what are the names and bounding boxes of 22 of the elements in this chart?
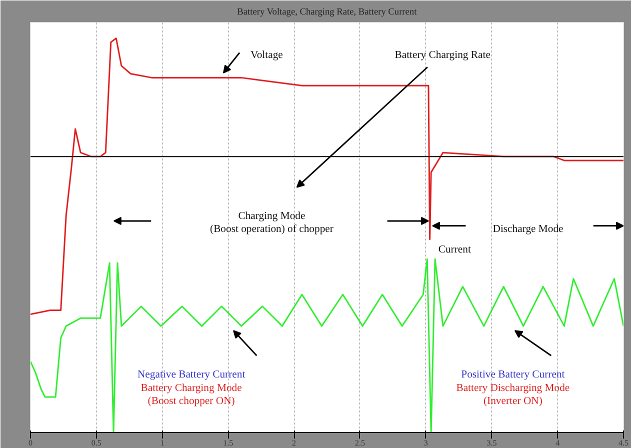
x-tick-label: 2.5: [354, 438, 365, 448]
x-tick-label: 3: [424, 438, 428, 448]
x-tick-label: 1.5: [223, 438, 234, 448]
x-tick-label: 3.5: [486, 438, 497, 448]
annotation: Battery Charging Mode: [140, 382, 242, 394]
annotation: Battery Charging Rate: [394, 50, 491, 62]
x-tick-label: 0.5: [91, 438, 102, 448]
x-tick-label: 2: [292, 438, 296, 448]
annotation: Discharge Mode: [492, 224, 564, 236]
x-tick-label: 4: [556, 438, 560, 448]
x-tick-label: 4.5: [618, 438, 628, 448]
annotation: Positive Battery Current: [461, 369, 565, 380]
x-tick-label: 1: [160, 438, 164, 448]
annotation: Battery Discharging Mode: [456, 382, 570, 394]
annotation: Current: [438, 244, 471, 256]
chart-title: Battery Voltage, Charging Rate, Battery Current: [237, 8, 418, 18]
annotation: Charging Mode (Boost operation) of chopper: [210, 210, 334, 235]
x-tick-label: 0: [28, 438, 32, 448]
annotation: (Inverter ON): [484, 396, 543, 408]
annotation: Voltage: [250, 50, 284, 62]
annotation: Negative Battery Current: [137, 369, 246, 380]
annotation: (Boost chopper ON): [148, 396, 236, 408]
